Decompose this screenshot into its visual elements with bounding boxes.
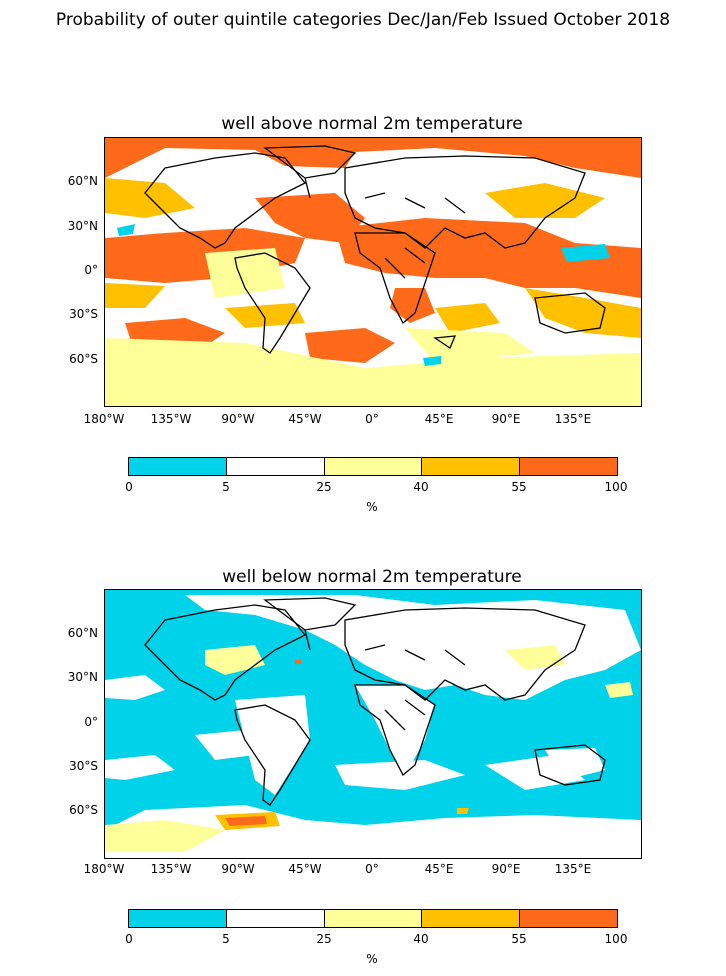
prob-0-5-region (117, 224, 610, 366)
lat-tick-60n: 60°N (67, 626, 98, 640)
colorbar-bin-0-5 (129, 910, 227, 927)
prob-55-100-region (225, 660, 301, 826)
lon-tick-90e: 90°E (491, 412, 521, 426)
colorbar-bin-5-25 (226, 910, 325, 927)
lat-tick-0: 0° (84, 263, 98, 277)
colorbar-below (128, 909, 618, 928)
colorbar-label-0: 0 (125, 480, 133, 494)
lat-tick-60s: 60°S (69, 352, 98, 366)
prob-5-25-region (105, 595, 641, 858)
panel-title-above: well above normal 2m temperature (221, 114, 523, 134)
colorbar-above (128, 457, 618, 476)
lat-tick-0: 0° (84, 715, 98, 729)
colorbar-label-55: 55 (511, 480, 527, 494)
lon-tick-0: 0° (365, 862, 379, 876)
map-well-above (104, 137, 642, 407)
colorbar-bin-25-40 (324, 910, 423, 927)
coastlines (144, 597, 606, 806)
prob-25-40-region (105, 645, 633, 852)
colorbar-bin-5-25 (226, 458, 325, 475)
lon-tick-135e: 135°E (554, 862, 592, 876)
lon-tick-90w: 90°W (221, 412, 255, 426)
lon-tick-0: 0° (365, 412, 379, 426)
colorbar-label-40: 40 (413, 932, 429, 946)
colorbar-label-55: 55 (511, 932, 527, 946)
lon-tick-90e: 90°E (491, 862, 521, 876)
lon-tick-135w: 135°W (150, 862, 192, 876)
lat-tick-30s: 30°S (69, 759, 98, 773)
colorbar-bin-55-100 (520, 910, 617, 927)
prob-55-100-region (105, 138, 641, 363)
lon-tick-180w: 180°W (83, 412, 125, 426)
lat-tick-60s: 60°S (69, 803, 98, 817)
lat-tick-30s: 30°S (69, 307, 98, 321)
colorbar-label-100: 100 (604, 480, 628, 494)
colorbar-label-25: 25 (316, 932, 332, 946)
colorbar-label-100: 100 (604, 932, 628, 946)
lon-tick-135w: 135°W (150, 412, 192, 426)
lat-tick-30n: 30°N (67, 219, 98, 233)
coastlines (144, 145, 606, 354)
colorbar-bin-0-5 (129, 458, 227, 475)
prob-40-55-region (105, 178, 641, 338)
colorbar-label-0: 0 (125, 932, 133, 946)
colorbar-label-25: 25 (316, 480, 332, 494)
lon-tick-45e: 45°E (424, 412, 454, 426)
colorbar-bin-55-100 (520, 458, 617, 475)
colorbar-bin-40-55 (422, 910, 521, 927)
colorbar-label-5: 5 (222, 932, 230, 946)
lon-tick-90w: 90°W (221, 862, 255, 876)
lon-tick-45w: 45°W (288, 412, 322, 426)
lon-tick-180w: 180°W (83, 862, 125, 876)
panel-title-below: well below normal 2m temperature (222, 567, 522, 587)
prob-25-40-region (105, 248, 641, 406)
lat-tick-60n: 60°N (67, 174, 98, 188)
map-well-below (104, 589, 642, 859)
colorbar-unit: % (366, 500, 378, 514)
figure-title: Probability of outer quintile categories… (55, 10, 671, 30)
colorbar-bin-25-40 (324, 458, 423, 475)
colorbar-label-5: 5 (222, 480, 230, 494)
lat-tick-30n: 30°N (67, 670, 98, 684)
colorbar-unit: % (366, 952, 378, 966)
colorbar-bin-40-55 (422, 458, 521, 475)
lon-tick-45w: 45°W (288, 862, 322, 876)
map-well-below-svg (105, 595, 641, 858)
map-well-above-svg (105, 138, 641, 406)
lon-tick-45e: 45°E (424, 862, 454, 876)
colorbar-label-40: 40 (413, 480, 429, 494)
lon-tick-135e: 135°E (554, 412, 592, 426)
